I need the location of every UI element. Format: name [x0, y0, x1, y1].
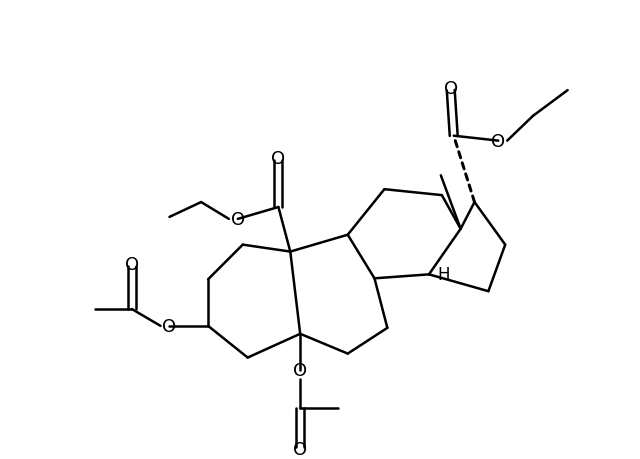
Text: O: O	[492, 132, 506, 150]
Text: H: H	[438, 266, 450, 284]
Text: O: O	[163, 317, 177, 335]
Text: O: O	[231, 210, 245, 229]
Text: O: O	[293, 440, 307, 458]
Text: O: O	[444, 80, 458, 98]
Text: O: O	[271, 150, 285, 168]
Text: O: O	[293, 362, 307, 380]
Text: O: O	[125, 256, 139, 274]
